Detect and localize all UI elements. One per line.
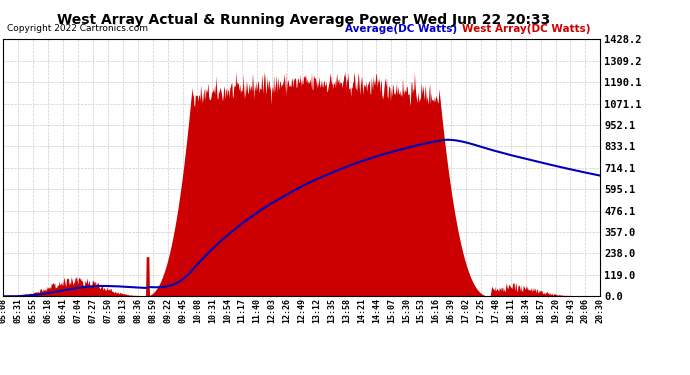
Text: West Array(DC Watts): West Array(DC Watts): [462, 24, 591, 34]
Text: Copyright 2022 Cartronics.com: Copyright 2022 Cartronics.com: [7, 24, 148, 33]
Text: West Array Actual & Running Average Power Wed Jun 22 20:33: West Array Actual & Running Average Powe…: [57, 13, 550, 27]
Text: Average(DC Watts): Average(DC Watts): [345, 24, 457, 34]
